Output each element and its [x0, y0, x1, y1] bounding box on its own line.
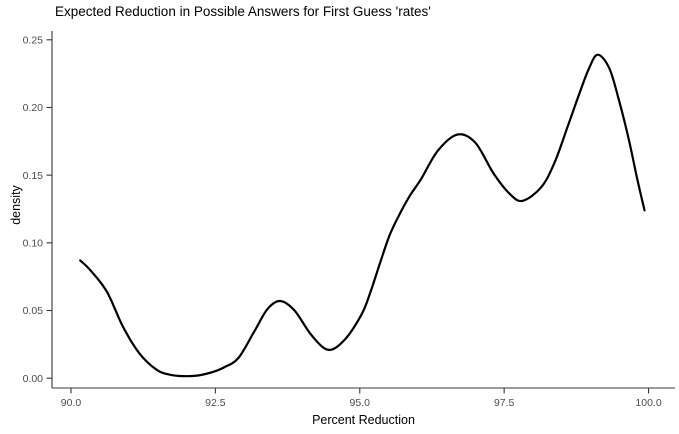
x-tick-label: 95.0 — [350, 397, 371, 409]
x-tick-label: 100.0 — [635, 397, 661, 409]
y-tick-label: 0.15 — [23, 170, 44, 182]
y-tick-label: 0.05 — [23, 305, 44, 317]
y-tick-label: 0.10 — [23, 238, 44, 250]
plot-title: Expected Reduction in Possible Answers f… — [55, 4, 431, 19]
y-tick-label: 0.25 — [23, 34, 44, 46]
y-axis-title: density — [9, 185, 23, 225]
x-tick-label: 97.5 — [494, 397, 515, 409]
density-curve — [79, 53, 646, 378]
x-tick-label: 92.5 — [205, 397, 226, 409]
y-tick-label: 0.20 — [23, 102, 44, 114]
x-axis-ticks: 90.0 92.5 95.0 97.5 100.0 — [61, 388, 662, 409]
y-axis-ticks: 0.00 0.05 0.10 0.15 0.20 0.25 — [23, 34, 52, 385]
x-axis-title: Percent Reduction — [312, 413, 415, 427]
x-tick-label: 90.0 — [61, 397, 82, 409]
y-tick-label: 0.00 — [23, 373, 44, 385]
